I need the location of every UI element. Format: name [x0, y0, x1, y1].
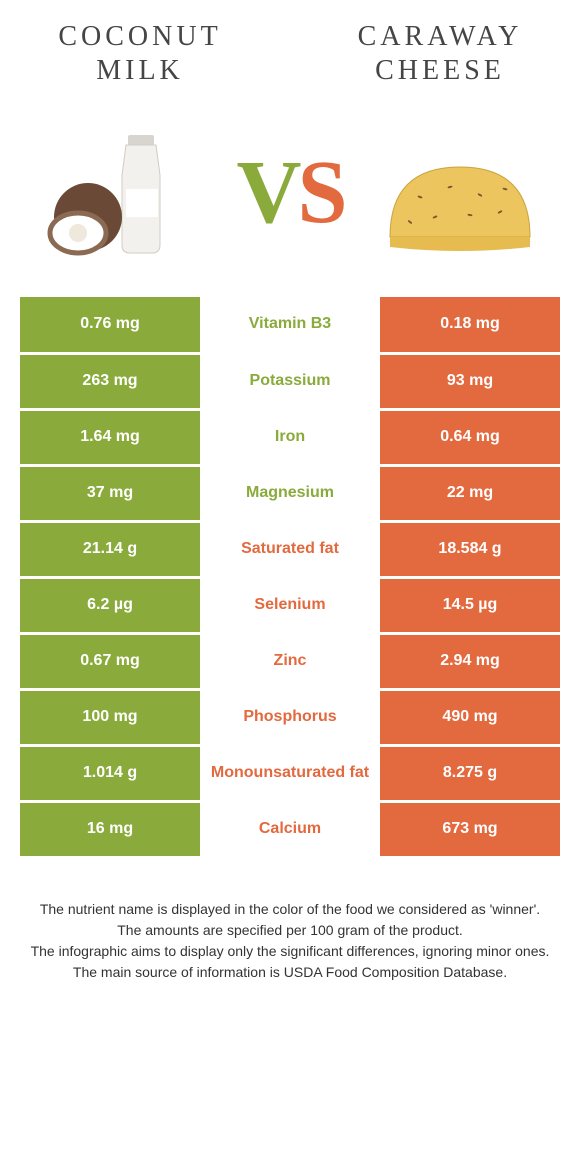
right-value: 490 mg — [380, 689, 560, 745]
left-value: 0.67 mg — [20, 633, 200, 689]
vs-letter-s: S — [297, 143, 343, 242]
nutrient-name: Selenium — [200, 577, 380, 633]
table-row: 37 mgMagnesium22 mg — [20, 465, 560, 521]
nutrient-name: Potassium — [200, 353, 380, 409]
right-value: 8.275 g — [380, 745, 560, 801]
right-value: 673 mg — [380, 801, 560, 857]
table-row: 21.14 gSaturated fat18.584 g — [20, 521, 560, 577]
nutrient-name: Iron — [200, 409, 380, 465]
header-row: Coconut milk Caraway cheese — [0, 0, 580, 97]
right-value: 22 mg — [380, 465, 560, 521]
table-row: 16 mgCalcium673 mg — [20, 801, 560, 857]
vs-badge: VS — [236, 141, 343, 244]
table-row: 100 mgPhosphorus490 mg — [20, 689, 560, 745]
left-value: 1.64 mg — [20, 409, 200, 465]
footnote-line: The infographic aims to display only the… — [30, 941, 550, 962]
left-value: 21.14 g — [20, 521, 200, 577]
nutrient-name: Zinc — [200, 633, 380, 689]
footnotes: The nutrient name is displayed in the co… — [0, 859, 580, 983]
hero-row: VS — [0, 97, 580, 297]
left-food-title: Coconut milk — [40, 20, 240, 87]
nutrient-name: Magnesium — [200, 465, 380, 521]
left-value: 1.014 g — [20, 745, 200, 801]
left-value: 263 mg — [20, 353, 200, 409]
table-row: 263 mgPotassium93 mg — [20, 353, 560, 409]
right-value: 93 mg — [380, 353, 560, 409]
nutrient-name: Saturated fat — [200, 521, 380, 577]
coconut-milk-image — [40, 117, 200, 267]
right-value: 0.18 mg — [380, 297, 560, 353]
left-value: 37 mg — [20, 465, 200, 521]
table-row: 1.64 mgIron0.64 mg — [20, 409, 560, 465]
table-row: 6.2 µgSelenium14.5 µg — [20, 577, 560, 633]
right-value: 14.5 µg — [380, 577, 560, 633]
right-food-title: Caraway cheese — [340, 20, 540, 87]
nutrient-name: Phosphorus — [200, 689, 380, 745]
footnote-line: The main source of information is USDA F… — [30, 962, 550, 983]
nutrient-name: Monounsaturated fat — [200, 745, 380, 801]
caraway-cheese-icon — [380, 117, 540, 267]
right-value: 18.584 g — [380, 521, 560, 577]
nutrient-table-body: 0.76 mgVitamin B30.18 mg263 mgPotassium9… — [20, 297, 560, 857]
vs-letter-v: V — [236, 143, 297, 242]
nutrient-table: 0.76 mgVitamin B30.18 mg263 mgPotassium9… — [20, 297, 560, 859]
table-row: 0.67 mgZinc2.94 mg — [20, 633, 560, 689]
left-value: 6.2 µg — [20, 577, 200, 633]
footnote-line: The amounts are specified per 100 gram o… — [30, 920, 550, 941]
left-value: 0.76 mg — [20, 297, 200, 353]
left-value: 16 mg — [20, 801, 200, 857]
right-value: 0.64 mg — [380, 409, 560, 465]
table-row: 0.76 mgVitamin B30.18 mg — [20, 297, 560, 353]
right-value: 2.94 mg — [380, 633, 560, 689]
nutrient-name: Vitamin B3 — [200, 297, 380, 353]
caraway-cheese-image — [380, 117, 540, 267]
table-row: 1.014 gMonounsaturated fat8.275 g — [20, 745, 560, 801]
nutrient-name: Calcium — [200, 801, 380, 857]
coconut-milk-icon — [40, 117, 200, 267]
left-value: 100 mg — [20, 689, 200, 745]
footnote-line: The nutrient name is displayed in the co… — [30, 899, 550, 920]
